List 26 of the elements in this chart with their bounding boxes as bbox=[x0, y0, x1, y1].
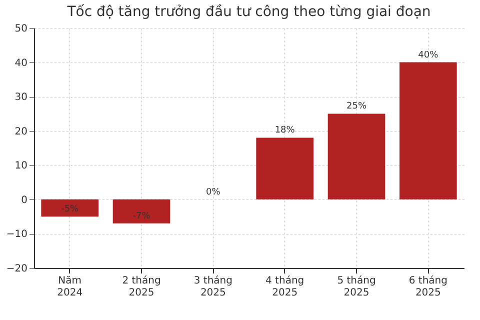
x-tick-label: 4 tháng 2025 bbox=[266, 276, 304, 298]
data-label: 25% bbox=[346, 102, 367, 112]
x-tick-label: 3 tháng 2025 bbox=[194, 276, 232, 298]
data-label: 0% bbox=[206, 187, 221, 198]
data-label: -5% bbox=[61, 204, 80, 215]
y-tick-label: 0 bbox=[21, 194, 28, 206]
x-tick-label: 6 tháng 2025 bbox=[408, 276, 448, 298]
data-label: 40% bbox=[418, 50, 439, 60]
data-label: 18% bbox=[274, 126, 296, 136]
y-tick-label: −20 bbox=[6, 264, 28, 274]
x-tick-label: Năm 2024 bbox=[57, 276, 83, 298]
y-tick-label: −10 bbox=[6, 229, 28, 240]
bar bbox=[400, 62, 457, 200]
y-tick-label: 30 bbox=[14, 92, 28, 104]
data-label: -7% bbox=[132, 211, 151, 222]
y-tick-label: 40 bbox=[14, 58, 28, 69]
x-tick-label: 2 tháng 2025 bbox=[122, 276, 161, 298]
bar bbox=[41, 199, 98, 217]
bar bbox=[328, 114, 386, 200]
y-tick-label: 50 bbox=[14, 24, 28, 34]
bar bbox=[256, 138, 314, 200]
x-tick-label: 5 tháng 2025 bbox=[337, 276, 376, 298]
bar bbox=[112, 199, 170, 224]
chart-title: Tốc độ tăng trưởng đầu tư công theo từng giai đoạn bbox=[66, 4, 431, 20]
y-tick-label: 20 bbox=[14, 126, 28, 138]
y-tick-label: 10 bbox=[14, 160, 28, 172]
